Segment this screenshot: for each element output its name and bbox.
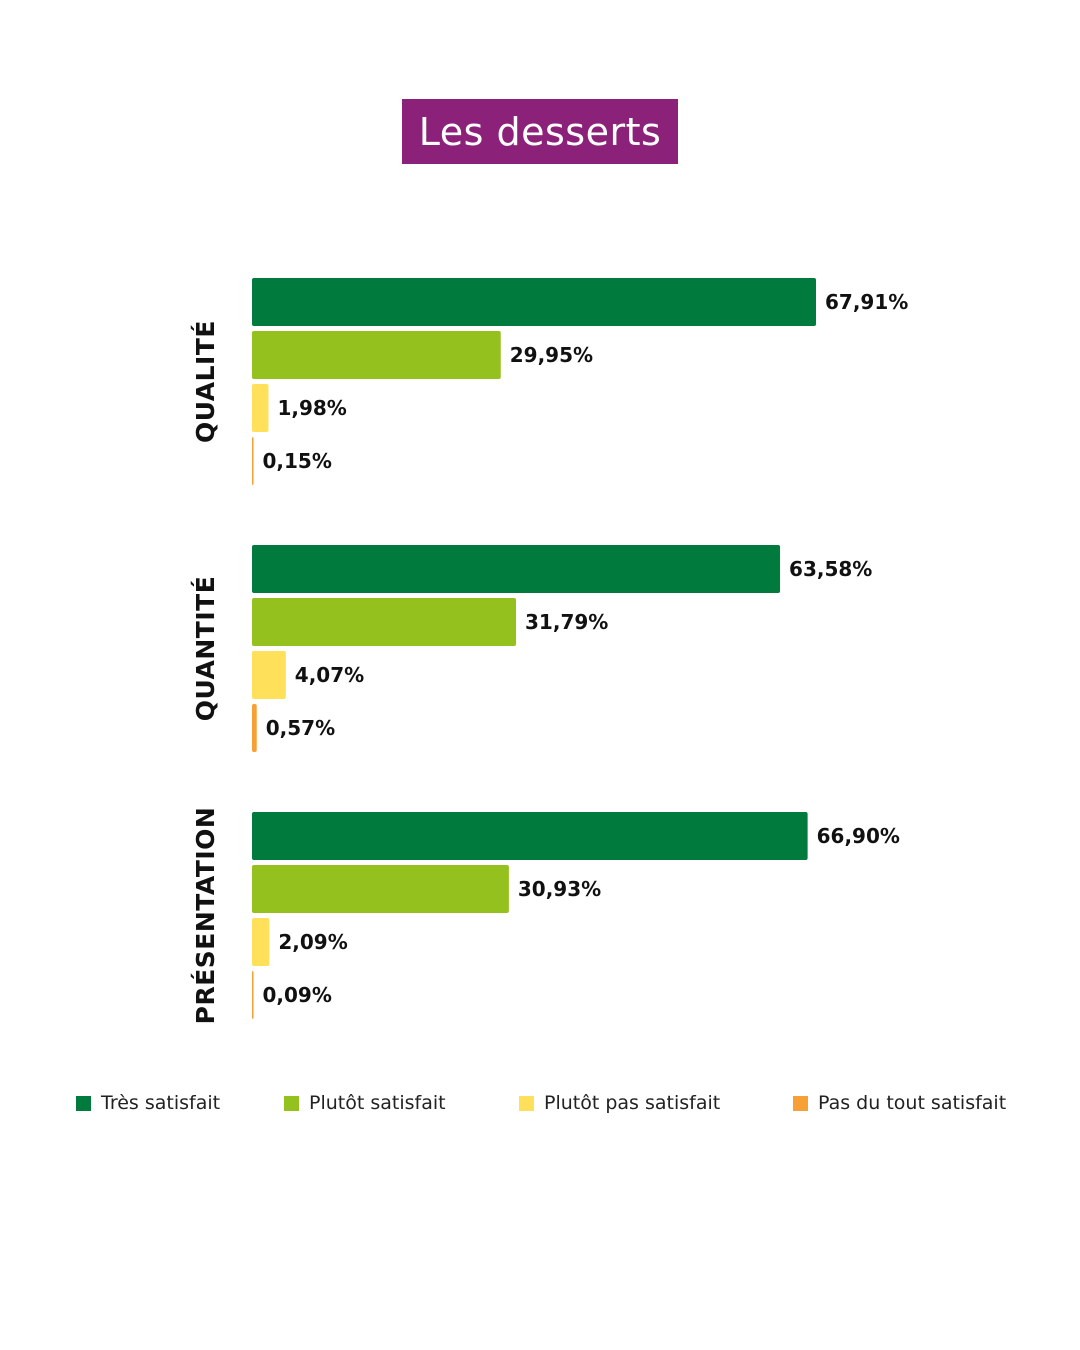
bar [252, 971, 254, 1019]
bar [252, 918, 270, 966]
legend-item-pas-du-tout-satisfait: Pas du tout satisfait [793, 1092, 1006, 1114]
bar-value-label: 0,15% [263, 449, 332, 473]
category-label: PRÉSENTATION [191, 807, 220, 1025]
legend-label: Plutôt satisfait [309, 1092, 446, 1114]
bar-value-label: 1,98% [277, 396, 346, 420]
legend-label: Très satisfait [101, 1092, 221, 1114]
bar [252, 278, 816, 326]
bar [252, 331, 501, 379]
bar-value-label: 4,07% [295, 663, 364, 687]
bar-value-label: 30,93% [518, 877, 601, 901]
bar [252, 865, 509, 913]
bar [252, 598, 517, 646]
legend-item-plutot-pas-satisfait: Plutôt pas satisfait [519, 1092, 720, 1114]
bar-value-label: 31,79% [525, 610, 608, 634]
legend-swatch [519, 1095, 534, 1111]
bar [252, 651, 286, 699]
legend-label: Plutôt pas satisfait [544, 1092, 721, 1114]
legend-item-plutot-satisfait: Plutôt satisfait [284, 1092, 446, 1114]
bar [252, 384, 269, 432]
legend-swatch [793, 1095, 808, 1111]
legend-swatch [284, 1095, 299, 1111]
bar-value-label: 0,57% [266, 716, 335, 740]
bar-value-label: 2,09% [278, 930, 347, 954]
bar-chart: QUALITÉ 67,91% 29,95% 1,98% 0,15% QUANTITÉ 63,… [191, 278, 908, 1025]
legend-label: Pas du tout satisfait [818, 1092, 1007, 1114]
category-label: QUANTITÉ [191, 576, 220, 722]
bar [252, 704, 257, 752]
legend-item-tres-satisfait: Très satisfait [76, 1092, 220, 1114]
bar-value-label: 67,91% [825, 290, 908, 314]
bar-value-label: 63,58% [789, 557, 872, 581]
bar-value-label: 66,90% [817, 824, 900, 848]
bar [252, 545, 781, 593]
chart-title: Les desserts [418, 109, 662, 154]
category-label: QUALITÉ [191, 320, 220, 443]
chart-title-box: Les desserts [402, 99, 678, 164]
bar [252, 812, 808, 860]
bar-value-label: 0,09% [263, 983, 332, 1007]
legend: Très satisfait Plutôt satisfait Plutôt p… [0, 1092, 1080, 1118]
legend-swatch [76, 1095, 91, 1111]
bar [252, 437, 254, 485]
bar-value-label: 29,95% [510, 343, 593, 367]
